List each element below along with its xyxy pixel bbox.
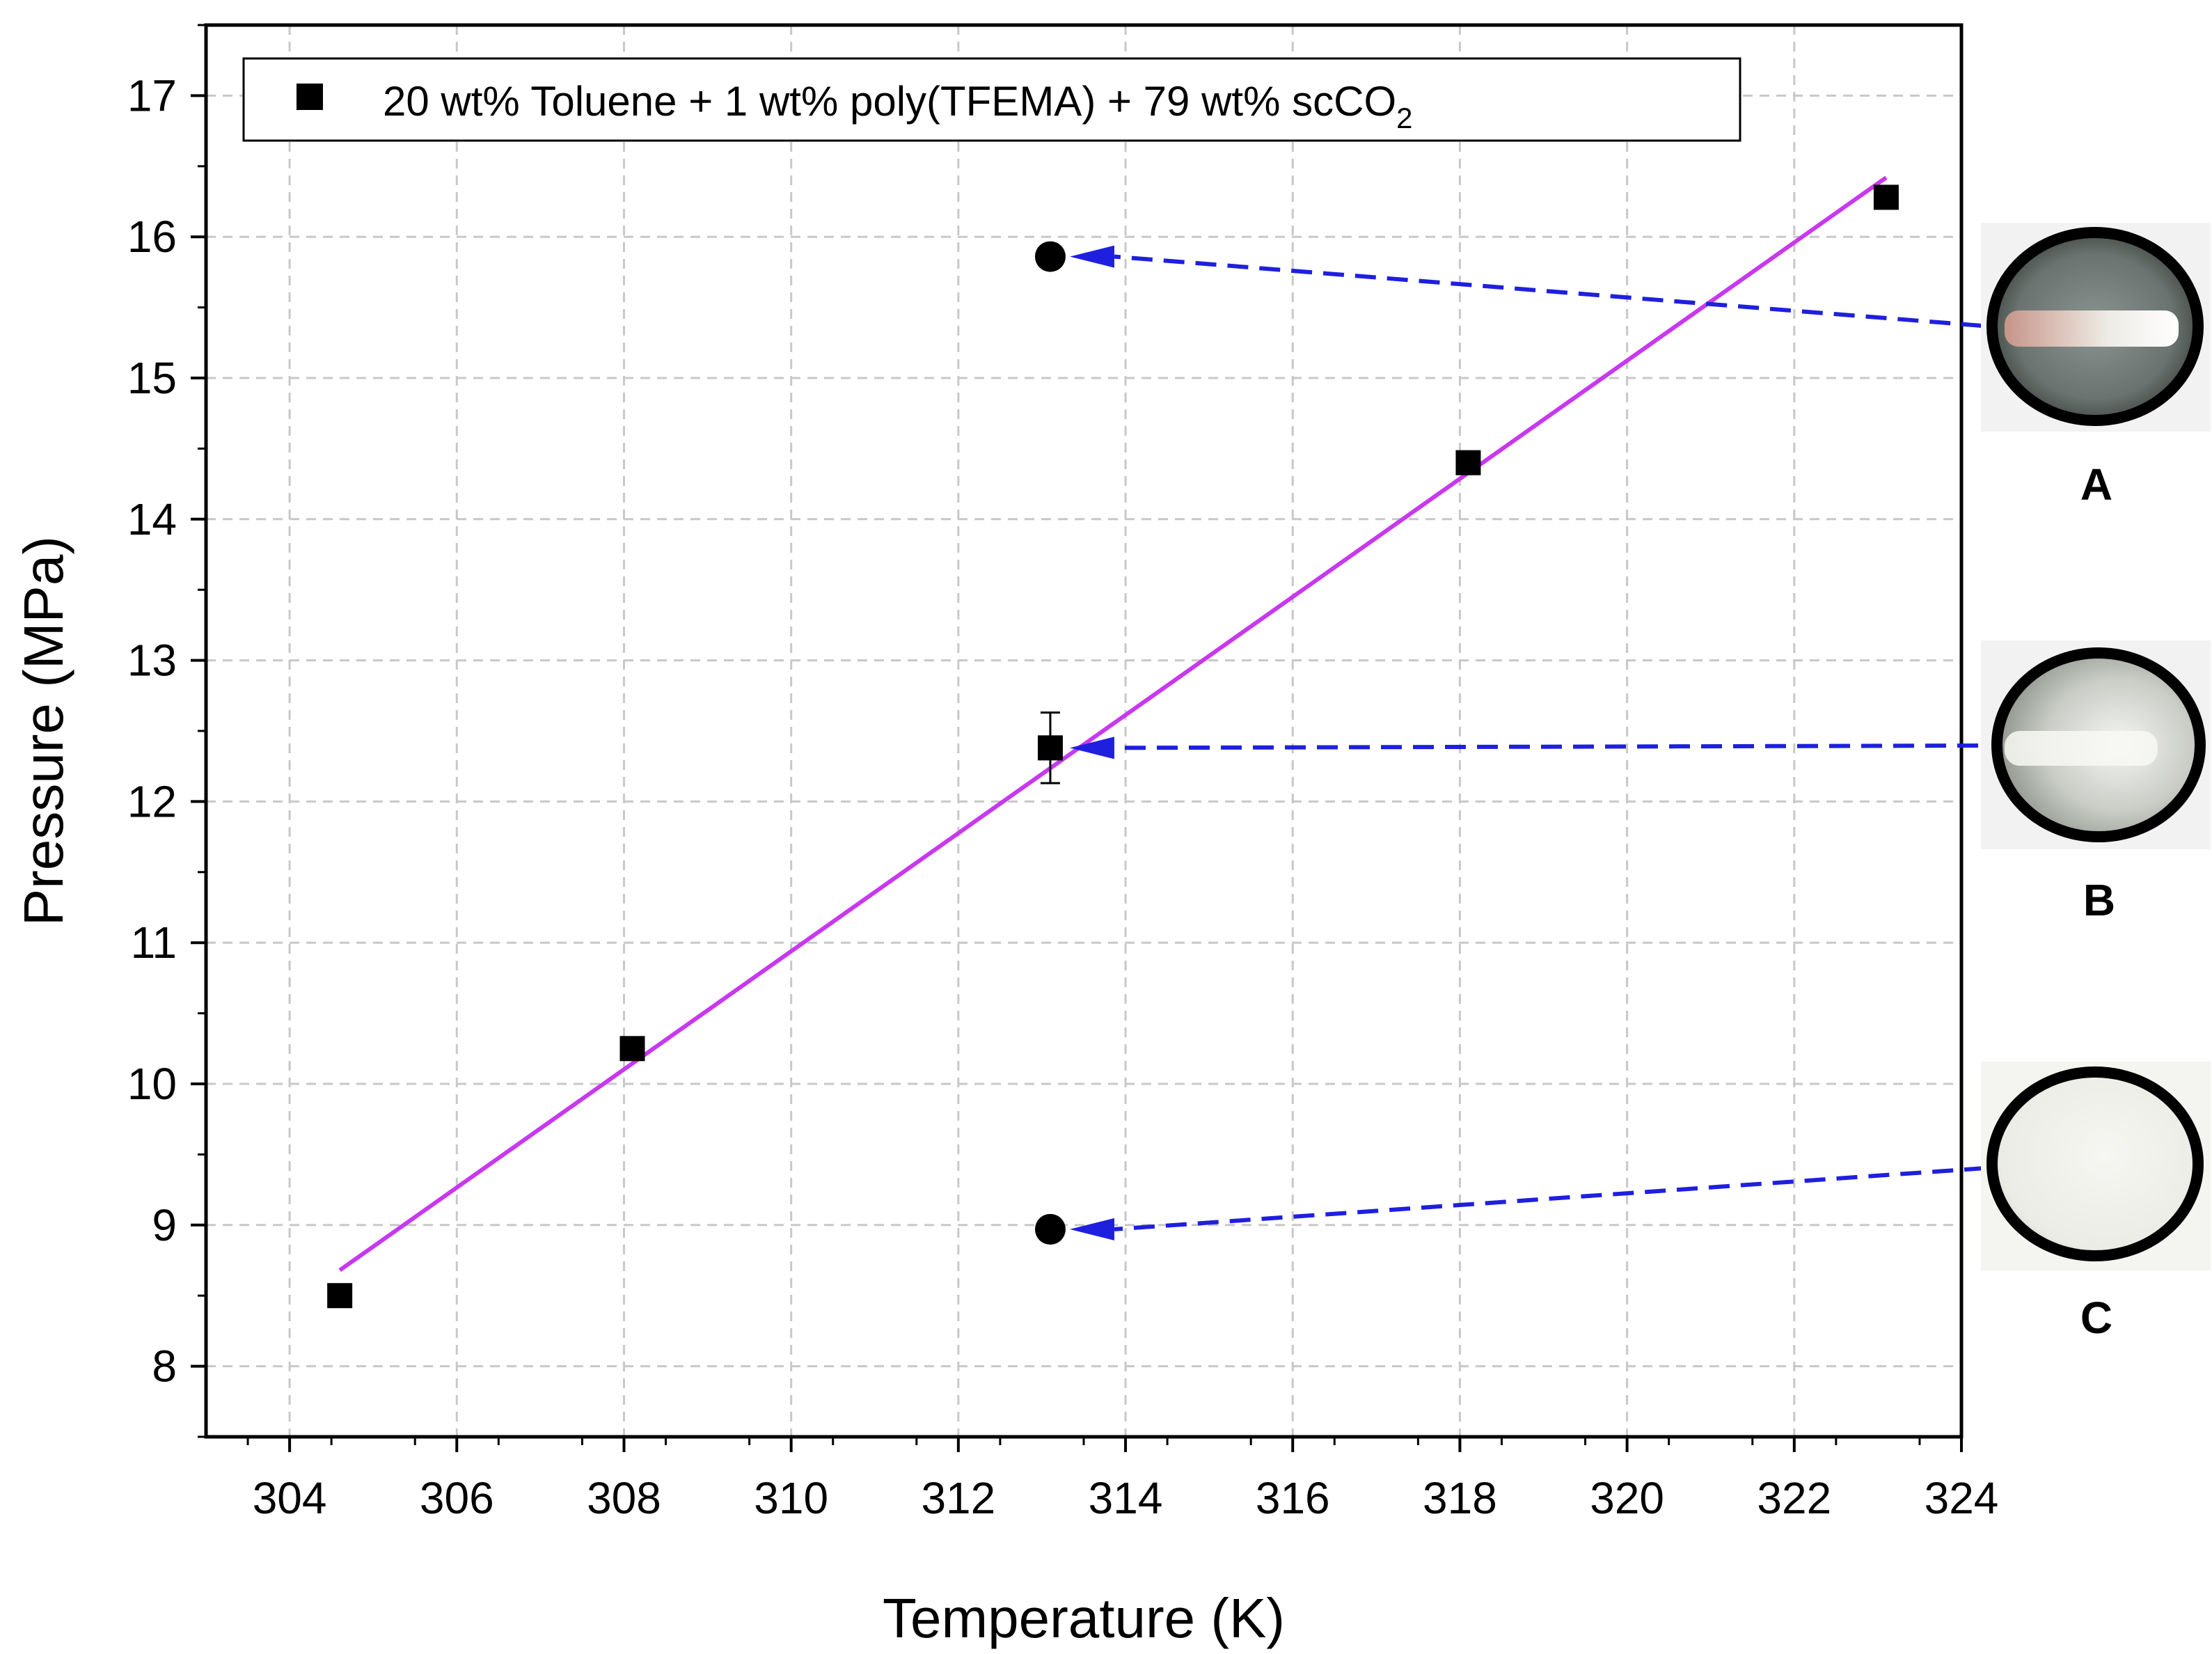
annotation-arrow-head bbox=[1069, 737, 1114, 759]
data-points bbox=[327, 184, 1899, 1309]
x-tick-label: 314 bbox=[1089, 1473, 1163, 1523]
legend: 20 wt% Toluene + 1 wt% poly(TFEMA) + 79 … bbox=[242, 57, 1741, 142]
legend-label-main: 20 wt% Toluene + 1 wt% poly(TFEMA) + 79 … bbox=[383, 78, 1396, 125]
y-tick-label: 10 bbox=[127, 1059, 177, 1109]
y-tick-label: 12 bbox=[127, 776, 177, 826]
annotation-point-c bbox=[1034, 1213, 1066, 1245]
annotation-arrows bbox=[1069, 245, 1986, 1240]
x-tick-label: 324 bbox=[1925, 1473, 1999, 1523]
photo-label-a: A bbox=[2080, 459, 2112, 510]
y-tick-label: 11 bbox=[131, 917, 177, 968]
annotation-point-a bbox=[1034, 241, 1066, 272]
grid bbox=[206, 25, 1961, 1437]
photo-a-streak bbox=[2005, 310, 2179, 347]
legend-label-subscript: 2 bbox=[1396, 102, 1412, 134]
photo-label-b: B bbox=[2083, 875, 2115, 925]
y-tick-label: 8 bbox=[152, 1341, 177, 1392]
fit-line bbox=[338, 175, 1888, 1273]
x-tick-label: 308 bbox=[587, 1473, 661, 1523]
y-tick-label: 17 bbox=[127, 70, 177, 120]
photo-a bbox=[1981, 223, 2211, 432]
annotation-arrow-head bbox=[1069, 245, 1114, 268]
photo-b bbox=[1981, 640, 2211, 849]
y-tick-label: 13 bbox=[127, 636, 177, 686]
x-tick-label: 312 bbox=[921, 1473, 995, 1523]
x-tick-labels: 304 306 308 310 312 314 316 318 320 322 324 bbox=[253, 1473, 1999, 1523]
y-tick-label: 14 bbox=[127, 494, 177, 544]
y-tick-labels: 8 9 10 11 12 13 14 15 16 17 bbox=[127, 70, 177, 1391]
legend-label: 20 wt% Toluene + 1 wt% poly(TFEMA) + 79 … bbox=[383, 78, 1412, 134]
x-tick-label: 318 bbox=[1423, 1473, 1497, 1523]
legend-box bbox=[242, 57, 1741, 142]
annotation-arrow-line bbox=[1114, 743, 1979, 750]
data-point-square bbox=[1037, 735, 1063, 761]
photo-b-streak bbox=[2005, 731, 2158, 766]
x-tick-label: 320 bbox=[1590, 1473, 1664, 1523]
y-axis-title: Pressure (MPa) bbox=[13, 536, 74, 926]
data-point-square bbox=[619, 1036, 645, 1062]
y-tick-label: 9 bbox=[152, 1200, 177, 1250]
photo-c bbox=[1981, 1062, 2211, 1270]
x-axis-title: Temperature (K) bbox=[883, 1587, 1285, 1649]
data-point-square bbox=[1873, 184, 1899, 210]
axis-ticks bbox=[191, 24, 1963, 1452]
annotation-arrow-line bbox=[1114, 1166, 1986, 1231]
y-tick-label: 15 bbox=[127, 353, 177, 403]
legend-marker bbox=[297, 84, 323, 110]
y-tick-label: 16 bbox=[127, 212, 177, 262]
photo-c-window bbox=[1986, 1066, 2204, 1261]
data-point-square bbox=[327, 1283, 353, 1309]
x-tick-label: 306 bbox=[420, 1473, 494, 1523]
x-tick-label: 310 bbox=[754, 1473, 828, 1523]
x-tick-label: 322 bbox=[1757, 1473, 1831, 1523]
photo-label-c: C bbox=[2080, 1293, 2112, 1343]
x-tick-label: 304 bbox=[253, 1473, 327, 1523]
annotation-arrow-line bbox=[1114, 254, 1983, 328]
data-point-square bbox=[1455, 450, 1481, 475]
x-tick-label: 316 bbox=[1256, 1473, 1330, 1523]
annotation-arrow-head bbox=[1069, 1218, 1114, 1240]
